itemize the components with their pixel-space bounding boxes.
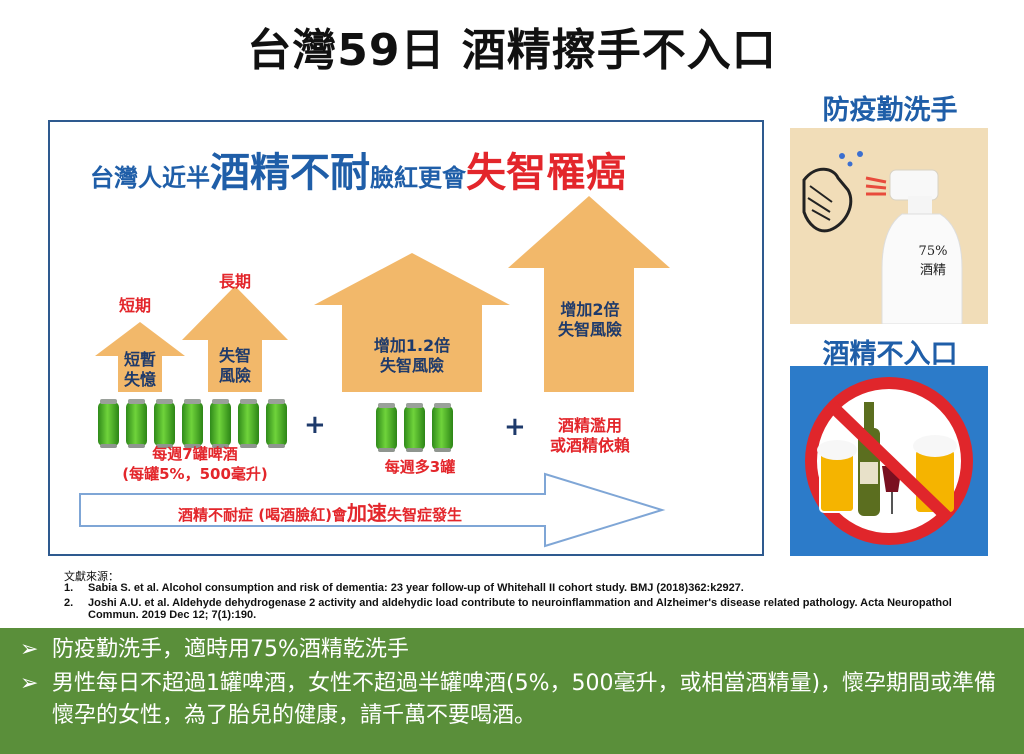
no-drinking-title: 酒精不入口 [822,339,958,370]
arrow-short-term-text: 短暫 失憶 [123,350,156,389]
beer-can-icon [182,399,203,448]
beer-can-icon [404,403,425,452]
no-alcohol-icon [805,377,973,545]
long-term-label: 長期 [218,272,251,291]
beer-can-icon [210,399,231,448]
accelerate-text-part1: 酒精不耐症 (喝酒臉紅)會 [178,506,347,524]
plus-sign: + [504,412,526,442]
reference-item: 2. Joshi A.U. et al. Aldehyde dehydrogena… [64,597,994,621]
plus-sign: + [304,410,326,440]
beer-can-icon [266,399,287,448]
accelerate-arrow-text: 酒精不耐症 (喝酒臉紅)會加速失智症發生 [178,497,462,526]
beer-can-icon [376,403,397,452]
arrow-2x [508,196,670,392]
extra-cans-caption: 每週多3罐 [384,458,456,476]
arrow-short-term [95,322,185,392]
reference-text: Sabia S. et al. Alcohol consumption and … [88,582,744,594]
reference-item: 1. Sabia S. et al. Alcohol consumption an… [64,582,994,594]
bottle-label: 75% 酒精 [918,244,948,278]
reference-text: Joshi A.U. et al. Aldehyde dehydrogenase… [88,597,952,621]
arrow-long-term-text: 失智 風險 [218,346,251,385]
bullet-marker: ➢ [20,671,39,696]
advice-bullet-1: 防疫勤洗手，適時用75%酒精乾洗手 [52,637,409,662]
headline-part3: 臉紅更會 [370,164,466,192]
advice-bar: ➢ 防疫勤洗手，適時用75%酒精乾洗手 ➢ 男性每日不超過1罐啤酒，女性不超過半… [0,628,1024,754]
headline-part4: 失智罹癌 [466,150,626,196]
beer-can-icon [98,399,119,448]
references-heading: 文獻來源： [64,571,119,583]
bullet-marker: ➢ [20,637,39,662]
arrow-1-2x-text: 增加1.2倍 失智風險 [373,336,451,375]
beer-can-icon [126,399,147,448]
short-term-label: 短期 [118,296,151,315]
reference-number: 1. [64,582,74,594]
alcohol-abuse-text: 酒精濫用 或酒精依賴 [549,416,630,455]
hand-spray-icon [802,151,963,325]
headline-part1: 台灣人近半 [90,164,210,192]
arrow-long-term [182,286,288,392]
arrow-2x-text: 增加2倍 失智風險 [557,300,622,339]
handwash-image: 75% 酒精 [790,128,988,325]
accelerate-text-part3: 失智症發生 [386,506,462,524]
infographic-headline: 台灣人近半酒精不耐臉紅更會失智罹癌 [90,140,626,198]
page-title: 台灣59日 酒精擦手不入口 [247,25,777,76]
no-alcohol-image [790,366,988,556]
weekly-cans-caption: 每週7罐啤酒 (每罐5%，500毫升) [122,445,268,483]
accelerate-text-part2: 加速 [346,501,387,525]
accelerate-arrow [79,472,666,548]
arrow-1-2x [314,253,510,392]
beer-can-icon [432,403,453,452]
advice-bullet-2: 男性每日不超過1罐啤酒，女性不超過半罐啤酒(5%，500毫升，或相當酒精量)，懷… [52,671,997,728]
reference-number: 2. [64,597,74,609]
beer-can-icon [154,399,175,448]
handwash-title: 防疫勤洗手 [822,95,958,126]
beer-can-icon [238,399,259,448]
headline-part2: 酒精不耐 [210,150,370,196]
